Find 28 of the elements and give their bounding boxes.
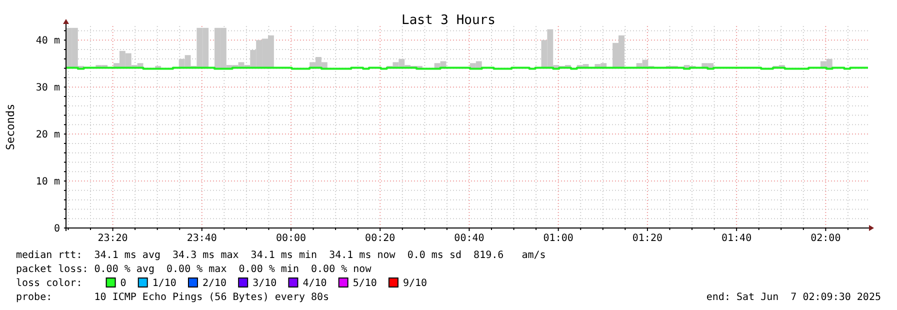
y-tick-label: 20 m xyxy=(36,130,60,141)
x-tick-label: 00:20 xyxy=(365,233,396,244)
y-tick-label: 30 m xyxy=(36,82,60,94)
text: end: Sat Jun 7 02:09:30 2025 xyxy=(706,292,881,303)
text: 5/10 xyxy=(352,278,377,289)
x-tick-label: 23:20 xyxy=(98,233,128,244)
text: probe: 10 ICMP Echo Pings (56 Bytes) every 80s xyxy=(16,292,330,303)
x-tick-label: 00:40 xyxy=(454,233,484,244)
text: packet loss: 0.00 % avg 0.00 % max 0.00 % min 0.00 % now xyxy=(16,264,372,275)
x-tick-label: 01:20 xyxy=(632,233,663,244)
text: 3/10 xyxy=(252,278,277,289)
x-tick-label: 00:00 xyxy=(276,233,306,244)
x-tick-label: 23:40 xyxy=(186,233,217,244)
x-tick-label: 01:40 xyxy=(722,233,752,244)
chart-title: Last 3 Hours xyxy=(402,13,496,28)
text: loss color: xyxy=(16,278,82,289)
x-tick-label: 02:00 xyxy=(810,233,841,244)
text: 4/10 xyxy=(302,278,327,289)
y-axis-title: Seconds xyxy=(4,104,17,150)
text: 0 xyxy=(120,278,126,289)
text: 1/10 xyxy=(152,278,176,289)
text: 9/10 xyxy=(402,278,428,289)
text: median rtt: 34.1 ms avg 34.3 ms max 34.1 ms min 34.1 ms now 0.0 ms sd 819.6 am/s xyxy=(16,250,546,261)
y-tick-label: 0 xyxy=(54,224,60,234)
x-tick-label: 01:00 xyxy=(543,233,574,244)
text: 2/10 xyxy=(202,278,227,289)
y-tick-label: 10 m xyxy=(36,176,60,188)
y-tick-label: 40 m xyxy=(36,36,60,47)
